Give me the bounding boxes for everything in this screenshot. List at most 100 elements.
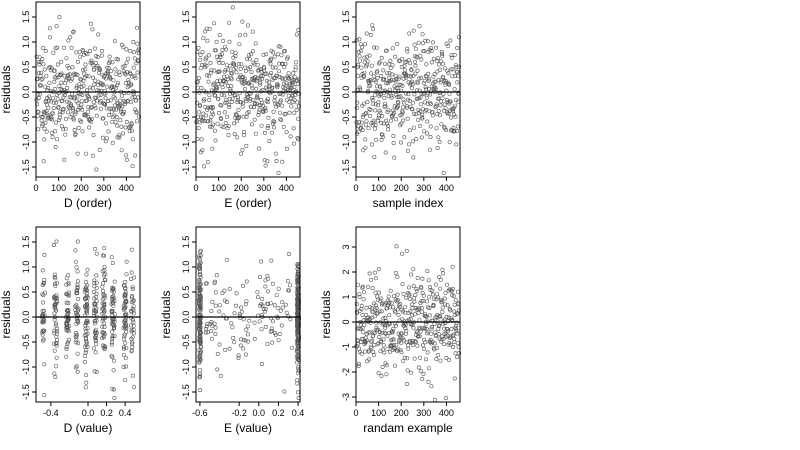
- data-point: [451, 105, 456, 110]
- data-point: [357, 85, 362, 90]
- data-point: [404, 295, 409, 300]
- data-point: [56, 91, 61, 96]
- data-point: [66, 337, 71, 342]
- data-point: [258, 80, 263, 85]
- data-point: [106, 71, 111, 76]
- data-point: [54, 329, 59, 334]
- data-point: [296, 116, 301, 121]
- data-point: [68, 72, 73, 77]
- data-point: [229, 77, 234, 82]
- data-point: [394, 244, 399, 249]
- data-point: [438, 103, 443, 108]
- data-point: [130, 95, 135, 100]
- data-point: [198, 357, 203, 362]
- data-point: [387, 62, 392, 67]
- data-point: [275, 83, 280, 88]
- data-point: [234, 291, 239, 296]
- data-point: [405, 148, 410, 153]
- data-point: [373, 290, 378, 295]
- data-point: [84, 336, 89, 341]
- data-point: [428, 102, 433, 107]
- data-point: [111, 358, 116, 363]
- data-point: [403, 322, 408, 327]
- data-point: [196, 85, 201, 90]
- data-point: [448, 99, 453, 104]
- data-point: [110, 335, 115, 340]
- data-point: [424, 314, 429, 319]
- y-tick-label: 0.5: [341, 61, 351, 74]
- data-point: [379, 373, 384, 378]
- data-point: [195, 79, 200, 84]
- data-point: [204, 63, 209, 68]
- data-point: [391, 112, 396, 117]
- data-point: [124, 272, 129, 277]
- data-point: [382, 330, 387, 335]
- data-point: [280, 103, 285, 108]
- data-point: [43, 84, 48, 89]
- data-point: [264, 78, 269, 83]
- data-point: [113, 67, 118, 72]
- data-point: [271, 109, 276, 114]
- data-point: [235, 100, 240, 105]
- data-point: [456, 308, 461, 313]
- data-point: [295, 390, 300, 395]
- data-point: [295, 317, 300, 322]
- data-point: [73, 307, 78, 312]
- data-point: [364, 119, 369, 124]
- data-point: [361, 112, 366, 117]
- data-point: [215, 351, 220, 356]
- data-point: [198, 333, 203, 338]
- data-point: [85, 94, 90, 99]
- data-point: [381, 343, 386, 348]
- data-point: [127, 129, 132, 134]
- x-axis-label: E (value): [224, 421, 272, 435]
- data-point: [428, 331, 433, 336]
- data-point: [418, 95, 423, 100]
- data-point: [102, 264, 107, 269]
- data-point: [417, 124, 422, 129]
- data-point: [94, 280, 99, 285]
- data-point: [52, 328, 57, 333]
- data-point: [51, 106, 56, 111]
- data-point: [126, 56, 131, 61]
- data-point: [53, 281, 58, 286]
- data-point: [371, 118, 376, 123]
- data-point: [420, 376, 425, 381]
- data-point: [57, 15, 62, 20]
- data-point: [265, 159, 270, 164]
- data-point: [54, 100, 59, 105]
- y-tick-label: -2: [341, 368, 351, 376]
- data-point: [423, 87, 428, 92]
- data-point: [269, 130, 274, 135]
- data-point: [436, 135, 441, 140]
- data-point: [112, 279, 117, 284]
- data-point: [453, 114, 458, 119]
- data-point: [239, 62, 244, 67]
- y-tick-label: 0.0: [181, 311, 191, 324]
- data-point: [236, 353, 241, 358]
- data-point: [236, 355, 241, 360]
- data-point: [405, 49, 410, 54]
- data-point: [420, 41, 425, 46]
- data-point: [367, 53, 372, 58]
- data-point: [53, 276, 58, 281]
- data-point: [238, 66, 243, 71]
- data-point: [430, 292, 435, 297]
- data-point: [122, 353, 127, 358]
- x-axis-label: D (value): [64, 421, 113, 435]
- data-point: [427, 305, 432, 310]
- data-point: [52, 348, 57, 353]
- data-point: [228, 63, 233, 68]
- data-point: [357, 292, 362, 297]
- data-point: [269, 326, 274, 331]
- plot-frame: [195, 1, 301, 178]
- data-point: [400, 317, 405, 322]
- data-point: [369, 63, 374, 68]
- data-point: [295, 343, 300, 348]
- x-tick-label: 400: [439, 408, 454, 418]
- data-point: [37, 60, 42, 65]
- data-point: [250, 29, 255, 34]
- data-point: [132, 331, 137, 336]
- data-point: [438, 59, 443, 64]
- data-point: [359, 351, 364, 356]
